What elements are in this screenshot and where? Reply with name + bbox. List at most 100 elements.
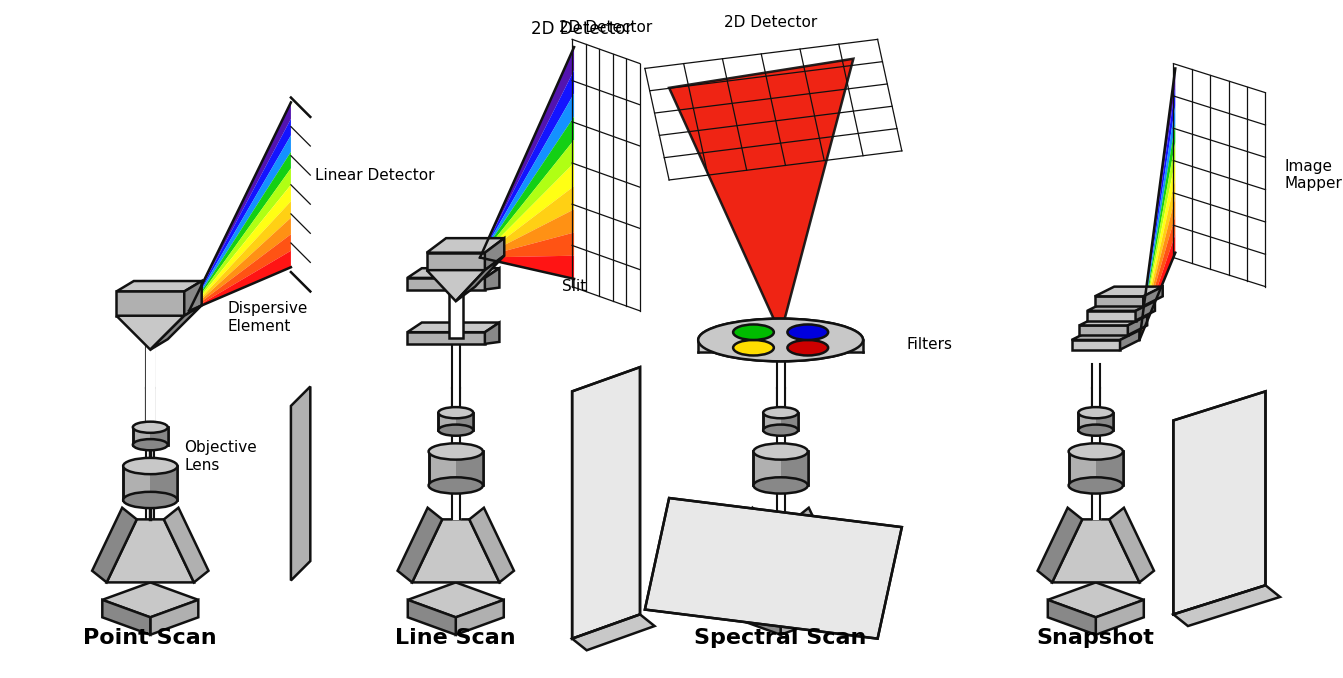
Polygon shape [572,614,654,650]
Bar [438,413,473,430]
Polygon shape [1174,391,1265,614]
Polygon shape [117,292,184,316]
Ellipse shape [133,439,168,450]
Polygon shape [1096,413,1113,430]
Polygon shape [106,519,193,582]
Polygon shape [189,218,291,311]
Polygon shape [1072,330,1139,340]
Polygon shape [1139,197,1175,340]
Ellipse shape [763,407,798,418]
Polygon shape [455,600,504,635]
Polygon shape [485,268,500,290]
Text: Dispersive
Element: Dispersive Element [228,301,309,334]
Polygon shape [1080,325,1128,335]
Polygon shape [455,413,473,430]
Polygon shape [479,47,573,258]
Ellipse shape [1078,424,1113,436]
Polygon shape [102,600,150,635]
Polygon shape [164,508,208,582]
Polygon shape [455,452,483,485]
Ellipse shape [787,340,829,355]
Polygon shape [449,283,462,338]
Polygon shape [455,256,504,301]
Polygon shape [189,185,291,311]
Polygon shape [479,210,573,258]
Polygon shape [398,508,442,582]
Polygon shape [427,270,485,301]
Polygon shape [1052,519,1139,582]
Ellipse shape [733,325,774,340]
Ellipse shape [787,325,829,340]
Polygon shape [733,582,829,617]
Bar [428,452,483,485]
Polygon shape [1048,582,1144,617]
Polygon shape [780,452,807,485]
Polygon shape [1086,311,1136,321]
Polygon shape [1139,179,1175,340]
Polygon shape [1174,585,1280,626]
Ellipse shape [1078,407,1113,418]
Ellipse shape [698,319,864,361]
Bar [753,452,807,485]
Polygon shape [1139,142,1175,340]
Ellipse shape [753,477,807,494]
Polygon shape [698,340,864,361]
Text: Point Scan: Point Scan [83,629,218,648]
Polygon shape [1139,161,1175,340]
Text: Linear Detector: Linear Detector [316,167,435,182]
Polygon shape [1128,316,1147,335]
Polygon shape [408,582,504,617]
Polygon shape [1139,68,1175,340]
Bar [1078,413,1113,430]
Polygon shape [1096,600,1144,635]
Polygon shape [723,508,767,582]
Polygon shape [1139,105,1175,340]
Polygon shape [479,71,573,258]
Polygon shape [572,367,641,639]
Ellipse shape [1069,477,1123,494]
Polygon shape [150,305,201,350]
Polygon shape [737,519,825,582]
Bar [1069,452,1123,485]
Polygon shape [780,413,798,430]
Ellipse shape [763,424,798,436]
Text: Spectral Scan: Spectral Scan [694,629,866,648]
Ellipse shape [133,422,168,433]
Polygon shape [150,600,199,635]
Ellipse shape [428,477,483,494]
Polygon shape [291,386,310,580]
Polygon shape [1048,600,1096,635]
Polygon shape [407,278,485,290]
Polygon shape [469,508,514,582]
Polygon shape [479,256,573,279]
Bar [753,452,807,485]
Polygon shape [427,253,485,270]
Polygon shape [189,201,291,311]
Polygon shape [407,323,500,332]
Polygon shape [412,519,500,582]
Polygon shape [479,94,573,258]
Polygon shape [93,508,137,582]
Polygon shape [150,466,177,500]
Polygon shape [1095,296,1143,306]
Polygon shape [479,233,573,258]
Polygon shape [1086,301,1155,311]
Bar [124,466,177,500]
Polygon shape [794,508,839,582]
Bar [133,427,168,445]
Polygon shape [1038,508,1082,582]
Ellipse shape [124,492,177,508]
Text: 2D Detector: 2D Detector [560,20,653,35]
Bar [763,413,798,430]
Polygon shape [1096,452,1123,485]
Polygon shape [184,281,201,316]
Bar [124,466,177,500]
Polygon shape [1136,301,1155,321]
Ellipse shape [438,424,473,436]
Polygon shape [1139,123,1175,340]
Polygon shape [479,163,573,258]
Text: 2D Detector: 2D Detector [532,20,633,38]
Ellipse shape [753,443,807,460]
Ellipse shape [438,407,473,418]
Ellipse shape [698,319,864,361]
